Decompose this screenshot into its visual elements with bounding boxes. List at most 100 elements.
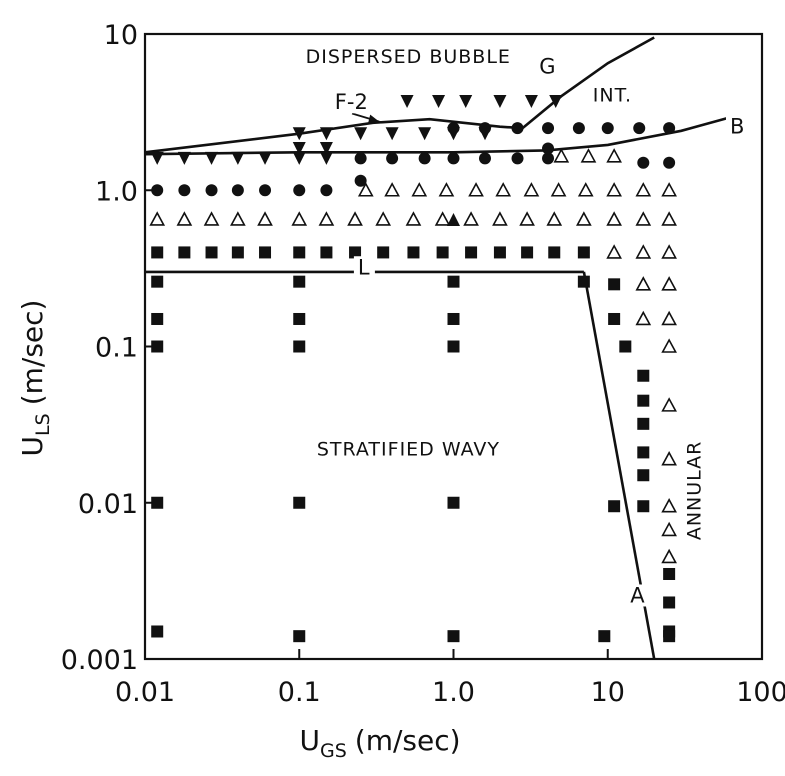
data-point-filled-square [608, 500, 621, 513]
data-point-filled-square [521, 246, 534, 259]
data-point-open-triangle-up [606, 148, 622, 163]
data-point-open-triangle-up [635, 211, 652, 226]
data-point-filled-square [663, 596, 676, 609]
data-point-filled-square [548, 246, 561, 259]
data-point-open-triangle-up [661, 498, 677, 513]
data-point-filled-square [447, 340, 460, 353]
plot-area: DISPERSED BUBBLE INT. STRATIFIED WAVY ANNUL… [143, 32, 764, 661]
data-point-open-triangle-up [495, 182, 512, 197]
data-point-filled-triangle-down [231, 151, 245, 165]
curve-label: L [358, 255, 370, 279]
data-point-filled-square [151, 496, 164, 509]
x-axis-label-unit: (m/sec) [355, 724, 461, 757]
y-axis-label: ULS (m/sec) [16, 300, 54, 457]
data-point-filled-square [231, 246, 244, 259]
data-point-open-triangle-up [635, 310, 652, 326]
data-point-filled-circle [511, 122, 524, 135]
data-point-filled-circle [447, 152, 460, 165]
data-point-filled-square [608, 278, 621, 291]
data-point-filled-triangle-down [418, 127, 432, 141]
data-point-open-triangle-up [580, 148, 597, 163]
data-point-open-triangle-up [635, 182, 652, 197]
data-point-filled-circle [386, 152, 399, 165]
data-point-filled-triangle-down [493, 94, 507, 108]
data-point-open-triangle-up [577, 182, 594, 197]
y-tick-label: 0.01 [78, 489, 138, 520]
data-point-filled-triangle-down [177, 151, 191, 165]
data-point-open-triangle-up [661, 310, 677, 326]
data-point-open-triangle-up [661, 211, 677, 226]
data-point-filled-square [436, 246, 449, 259]
data-point-filled-triangle-down [292, 151, 306, 165]
data-point-filled-circle [354, 174, 367, 187]
region-label: ANNULAR [684, 441, 706, 541]
data-point-filled-square [293, 275, 306, 288]
data-point-filled-square [349, 246, 362, 259]
data-point-open-triangle-up [176, 211, 193, 226]
data-point-open-triangle-up [318, 211, 335, 226]
y-tick-label: 1.0 [95, 176, 138, 207]
data-point-open-triangle-up [434, 211, 451, 226]
data-point-filled-square [447, 630, 460, 643]
data-point-filled-circle [663, 122, 676, 135]
region-label: DISPERSED BUBBLE [306, 46, 511, 68]
data-point-filled-square [259, 246, 272, 259]
data-point-open-triangle-up [661, 244, 677, 259]
data-point-filled-square [293, 312, 306, 325]
region-label: STRATIFIED WAVY [317, 439, 500, 461]
f2-pointer-head [368, 114, 380, 123]
data-point-open-triangle-up [550, 182, 567, 197]
data-point-filled-triangle-down [292, 142, 306, 156]
data-point-filled-square [377, 246, 390, 259]
curve-label: A [630, 583, 645, 607]
data-point-filled-circle [478, 122, 491, 135]
data-point-filled-triangle-down [354, 127, 368, 141]
data-point-open-triangle-up [230, 211, 246, 226]
data-point-open-triangle-up [661, 548, 677, 564]
data-point-filled-circle [205, 184, 218, 197]
curve-label-background [725, 115, 747, 138]
data-point-filled-triangle-down [459, 94, 473, 108]
data-point-open-triangle-up [553, 148, 570, 163]
x-tick-label: 10 [591, 677, 625, 708]
data-point-filled-square [447, 275, 460, 288]
data-point-filled-circle [447, 122, 460, 135]
curve-label: G [539, 54, 555, 78]
data-point-filled-triangle-down [319, 151, 333, 165]
data-point-filled-square [598, 630, 611, 643]
data-point-filled-square [493, 246, 506, 259]
data-point-open-triangle-up [606, 211, 622, 226]
y-axis-label-unit: (m/sec) [16, 300, 49, 406]
data-point-filled-triangle-down [549, 94, 563, 108]
data-point-open-triangle-up [357, 182, 374, 197]
data-point-filled-circle [542, 122, 555, 135]
data-point-filled-circle [542, 142, 555, 155]
data-point-filled-square [151, 312, 164, 325]
data-point-filled-square [293, 630, 306, 643]
data-point-open-triangle-up [606, 244, 622, 259]
x-tick-label: 1.0 [432, 677, 475, 708]
curve-label-background [535, 55, 557, 78]
data-point-filled-square [619, 340, 632, 353]
data-point-filled-circle [231, 184, 244, 197]
data-point-open-triangle-up [661, 182, 677, 197]
data-point-open-triangle-up [405, 211, 422, 226]
data-point-filled-circle [259, 184, 272, 197]
x-axis-label-sub: GS [320, 740, 347, 762]
region-label: INT. [593, 84, 632, 106]
data-point-open-triangle-up [576, 211, 592, 226]
data-point-open-triangle-up [149, 211, 166, 226]
data-point-open-triangle-up [661, 521, 677, 537]
data-point-open-triangle-up [661, 338, 677, 353]
curve-label-background [353, 256, 375, 279]
data-point-open-triangle-up [523, 182, 540, 197]
x-tick-label: 100 [736, 677, 785, 708]
data-point-open-triangle-up [438, 182, 455, 197]
data-point-open-triangle-up [257, 211, 273, 226]
data-point-filled-square [637, 469, 650, 482]
data-point-open-triangle-up [606, 182, 622, 197]
data-point-open-triangle-up [291, 211, 308, 226]
curve-label: F-2 [335, 90, 368, 114]
y-tick-label: 10 [104, 20, 138, 51]
data-point-filled-square [637, 369, 650, 382]
